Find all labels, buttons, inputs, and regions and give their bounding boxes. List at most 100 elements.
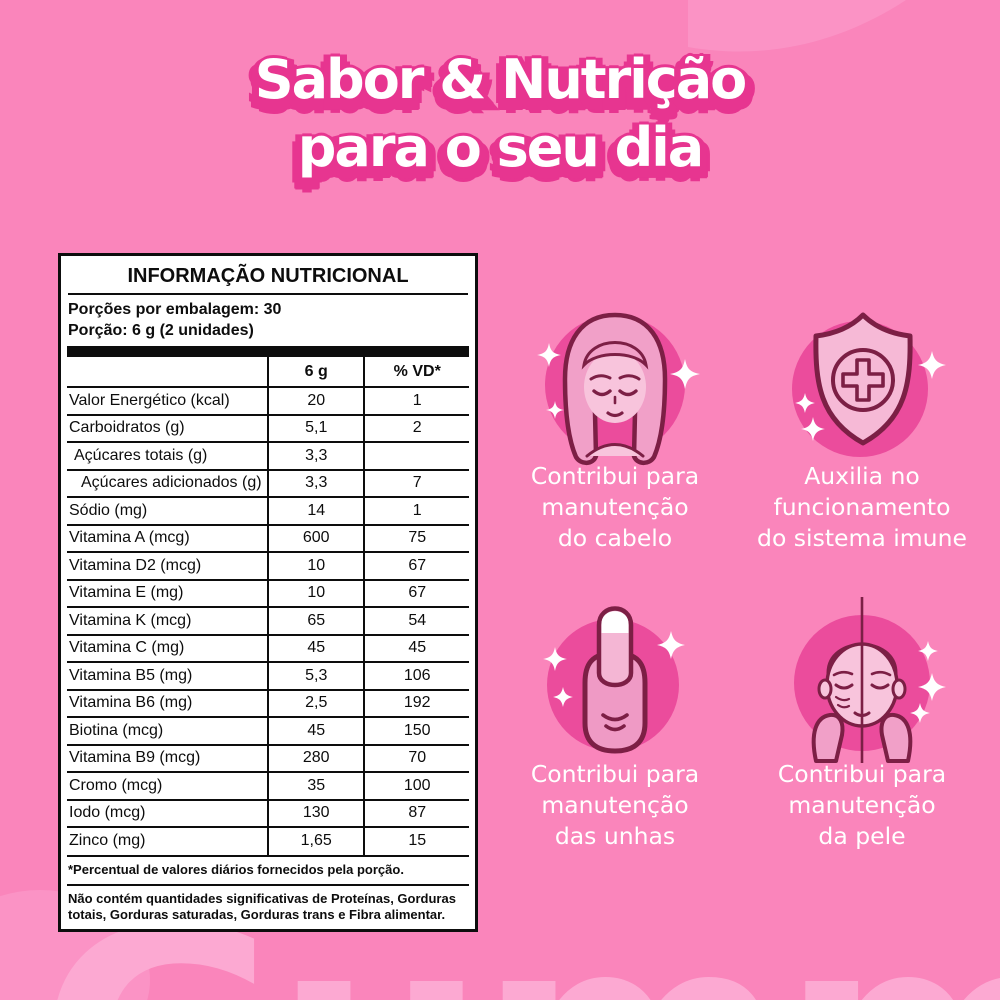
nutrient-dv: 67 <box>363 578 469 607</box>
title-line1-text: Sabor & Nutrição <box>254 48 748 111</box>
table-header-row: 6 g % VD* <box>67 357 469 387</box>
caption-line: Contribui para <box>530 462 700 490</box>
caption-line: da pele <box>818 822 906 850</box>
table-row: Vitamina B6 (mg) 2,5 192 <box>67 688 469 717</box>
nutrient-amount: 5,3 <box>266 661 365 690</box>
nutrient-label: Biotina (mcg) <box>67 716 268 745</box>
nutrient-dv: 1 <box>363 496 469 525</box>
decor-wave-top-right <box>688 0 906 52</box>
caption-line: manutenção <box>541 791 689 819</box>
nutrient-dv: 45 <box>363 633 469 662</box>
nutrient-label: Vitamina C (mg) <box>67 633 268 662</box>
nutrient-dv: 1 <box>363 386 469 415</box>
benefit-caption: Auxilia no funcionamento do sistema imun… <box>745 461 979 554</box>
page-title: Sabor & Nutrição Sabor & Nutrição para o… <box>0 46 1000 191</box>
nutrient-amount: 20 <box>266 386 365 415</box>
caption-line: funcionamento <box>773 493 951 521</box>
hair-woman-icon <box>537 312 700 466</box>
nutrient-amount: 5,1 <box>266 413 365 442</box>
nutrient-amount: 14 <box>266 496 365 525</box>
nutrient-dv: 70 <box>363 743 469 772</box>
caption-line: manutenção <box>788 791 936 819</box>
column-header-dv: % VD* <box>363 357 469 387</box>
nutrition-facts-panel: INFORMAÇÃO NUTRICIONAL Porções por embal… <box>58 253 478 932</box>
nutrient-label: Vitamina B9 (mcg) <box>67 743 268 772</box>
nutrient-dv: 15 <box>363 826 469 855</box>
nutrient-label: Valor Energético (kcal) <box>67 386 268 415</box>
title-line-2: para o seu dia para o seu dia <box>0 114 1000 191</box>
nutrient-amount: 45 <box>266 716 365 745</box>
nutrient-dv: 67 <box>363 551 469 580</box>
nutrient-label: Sódio (mg) <box>67 496 268 525</box>
skin-face-icon <box>794 597 946 763</box>
nutrient-label: Açúcares totais (g) <box>67 441 268 470</box>
benefit-immune: Auxilia no funcionamento do sistema imun… <box>745 293 979 554</box>
table-row: Vitamina B5 (mg) 5,3 106 <box>67 661 469 690</box>
table-row: Açúcares totais (g) 3,3 <box>67 441 469 470</box>
servings-per-package: Porções por embalagem: 30 <box>68 301 282 318</box>
nutrient-amount: 3,3 <box>266 468 365 497</box>
serving-size: Porção: 6 g (2 unidades) <box>68 322 254 339</box>
nutrient-amount: 45 <box>266 633 365 662</box>
caption-line: manutenção <box>541 493 689 521</box>
table-row: Valor Energético (kcal) 20 1 <box>67 386 469 415</box>
column-header-amount: 6 g <box>266 357 365 387</box>
table-row: Vitamina K (mcg) 65 54 <box>67 606 469 635</box>
nutrient-label: Vitamina K (mcg) <box>67 606 268 635</box>
caption-line: Contribui para <box>777 760 947 788</box>
footnote-dv: *Percentual de valores diários fornecido… <box>67 854 469 884</box>
nutrition-rows: Valor Energético (kcal) 20 1 Carboidratos (… <box>67 386 469 855</box>
divider-line <box>68 293 468 295</box>
nutrient-amount: 600 <box>266 523 365 552</box>
table-row: Iodo (mcg) 130 87 <box>67 798 469 827</box>
nutrient-label: Açúcares adicionados (g) <box>67 468 268 497</box>
caption-line: Contribui para <box>530 760 700 788</box>
nutrient-label: Vitamina B6 (mg) <box>67 688 268 717</box>
nutrient-dv: 2 <box>363 413 469 442</box>
footnote-not-significant: Não contém quantidades significativas de… <box>67 883 469 929</box>
nutrient-dv: 106 <box>363 661 469 690</box>
nutrient-label: Iodo (mcg) <box>67 798 268 827</box>
table-row: Zinco (mg) 1,65 15 <box>67 826 469 855</box>
caption-line: do sistema imune <box>757 524 967 552</box>
table-row: Cromo (mcg) 35 100 <box>67 771 469 800</box>
nutrient-amount: 10 <box>266 551 365 580</box>
nutrient-dv: 192 <box>363 688 469 717</box>
nutrient-amount: 65 <box>266 606 365 635</box>
title-line2-text: para o seu dia <box>297 116 704 179</box>
benefit-hair: Contribui para manutenção do cabelo <box>503 293 727 554</box>
caption-line: das unhas <box>554 822 676 850</box>
nutrient-amount: 2,5 <box>266 688 365 717</box>
nutrient-amount: 10 <box>266 578 365 607</box>
caption-line: do cabelo <box>557 524 673 552</box>
table-row: Vitamina C (mg) 45 45 <box>67 633 469 662</box>
table-row: Sódio (mg) 14 1 <box>67 496 469 525</box>
table-row: Açúcares adicionados (g) 3,3 7 <box>67 468 469 497</box>
nutrient-dv: 150 <box>363 716 469 745</box>
nutrient-amount: 280 <box>266 743 365 772</box>
benefit-caption: Contribui para manutenção do cabelo <box>503 461 727 554</box>
benefit-caption: Contribui para manutenção das unhas <box>503 759 727 852</box>
caption-line: Auxilia no <box>804 462 920 490</box>
table-row: Carboidratos (g) 5,1 2 <box>67 413 469 442</box>
table-row: Vitamina E (mg) 10 67 <box>67 578 469 607</box>
title-line2-outline: para o seu dia <box>291 114 711 191</box>
title-line1-outline: Sabor & Nutrição <box>248 46 755 123</box>
immune-shield-icon <box>792 312 946 457</box>
column-header-nutrient <box>67 357 268 387</box>
title-line-1: Sabor & Nutrição Sabor & Nutrição <box>0 46 1000 123</box>
benefit-skin: Contribui para manutenção da pele <box>745 591 979 852</box>
benefit-caption: Contribui para manutenção da pele <box>745 759 979 852</box>
nutrient-dv: 75 <box>363 523 469 552</box>
nutrient-label: Cromo (mcg) <box>67 771 268 800</box>
table-row: Vitamina B9 (mcg) 280 70 <box>67 743 469 772</box>
nutrient-dv: 87 <box>363 798 469 827</box>
nutrient-amount: 130 <box>266 798 365 827</box>
nutrient-label: Vitamina D2 (mcg) <box>67 551 268 580</box>
divider-bar <box>67 346 469 357</box>
nutrition-table: 6 g % VD* Valor Energético (kcal) 20 1 Carb… <box>67 357 469 855</box>
fingernail-icon <box>543 606 685 754</box>
table-row: Vitamina A (mcg) 600 75 <box>67 523 469 552</box>
nutrient-amount: 1,65 <box>266 826 365 855</box>
